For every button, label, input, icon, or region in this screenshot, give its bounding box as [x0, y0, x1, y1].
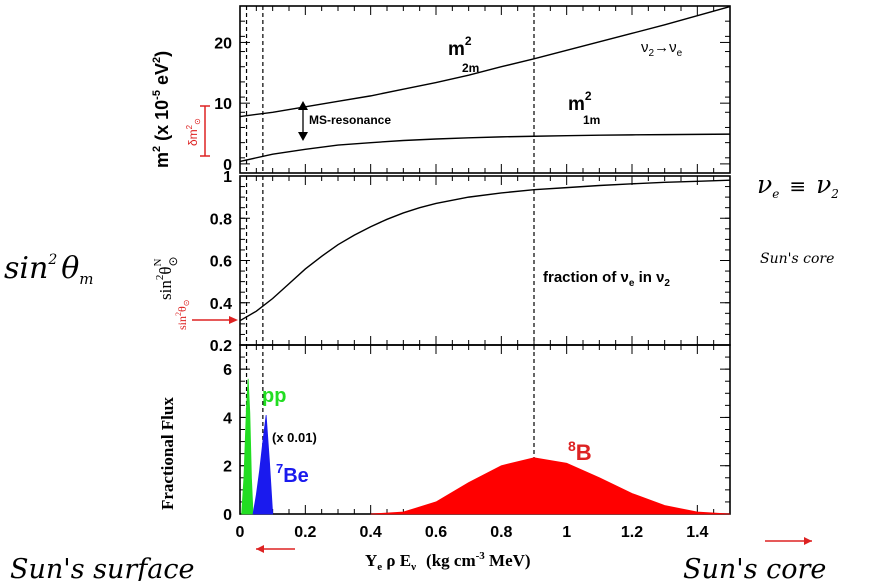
- hand-nu-equiv: νe ≡ ν2: [757, 170, 839, 201]
- arrow-surface-head: [256, 545, 264, 553]
- hand-suns-core-small: Sun's core: [760, 251, 834, 267]
- label-m2-1m-sub: 1m: [583, 113, 600, 127]
- label-m2-1m: m2: [568, 89, 592, 115]
- x-tick-label: 1.2: [621, 524, 643, 541]
- x-tick-label: 0: [236, 524, 245, 541]
- flux-area-pp: [241, 378, 254, 515]
- label-m2-2m: m2: [448, 34, 472, 60]
- hand-sin2-theta-m: sin2 θm: [4, 251, 94, 288]
- y-axis-label-m2: m2 (x 10-5 eV2): [151, 51, 172, 168]
- label-sin2-theta-sun: sin2θ⊙: [174, 300, 191, 330]
- y-tick-label: 1: [223, 169, 232, 186]
- y-tick-label: 2: [223, 459, 232, 476]
- y-tick-label: 0: [223, 507, 232, 524]
- x-tick-label: 0.6: [425, 524, 447, 541]
- label-delta-m2: δm2⊙: [185, 118, 202, 146]
- panel-frame: [239, 175, 731, 346]
- y-tick-label: 6: [223, 362, 232, 379]
- x-tick-label: 1: [562, 524, 571, 541]
- y-tick-label: 10: [214, 96, 232, 113]
- y-tick-label: 4: [223, 410, 232, 427]
- flux-area-8b: [370, 457, 731, 515]
- x-axis-label: Ye ρ Eν (kg cm-3 MeV): [365, 550, 531, 573]
- resonance-arrow-head-up: [298, 101, 308, 110]
- label-ms-resonance: MS-resonance: [309, 113, 391, 127]
- y-tick-label: 0.6: [210, 254, 232, 271]
- y-tick-label: 0.2: [210, 338, 232, 355]
- label-m2-2m-sub: 2m: [462, 61, 479, 75]
- y-tick-label: 0.8: [210, 211, 232, 228]
- y-tick-label: 0.4: [210, 296, 232, 313]
- hand-suns-core: Sun's core: [683, 554, 826, 581]
- hand-suns-surface: Sun's surface: [10, 554, 194, 581]
- arrow-core-head: [804, 537, 812, 545]
- x-tick-label: 1.4: [686, 524, 708, 541]
- flux-area-7be: [252, 414, 274, 515]
- series-line-m2-2m: [239, 5, 731, 118]
- x-tick-label: 0.4: [360, 524, 382, 541]
- y-axis-label-sin2: sin2θN ⊙: [152, 256, 180, 300]
- label-transition: ν2→νe: [641, 39, 683, 59]
- y-axis-label-flux: Fractional Flux: [158, 397, 177, 510]
- y-tick-label: 20: [214, 35, 232, 52]
- label-be-scale: (x 0.01): [272, 430, 317, 445]
- x-tick-label: 0.8: [490, 524, 512, 541]
- label-fraction: fraction of νe in ν2: [543, 269, 670, 289]
- y-tick-label: 0: [223, 157, 232, 174]
- label-7be: 7Be: [276, 461, 309, 487]
- resonance-arrow-head-down: [298, 132, 308, 141]
- series-line-m2-1m: [239, 133, 731, 163]
- label-8b: 8B: [568, 438, 592, 465]
- sin2-arrow-head: [229, 316, 238, 324]
- x-tick-label: 0.2: [294, 524, 316, 541]
- label-pp: pp: [262, 385, 286, 407]
- series-line-fraction: [239, 179, 731, 322]
